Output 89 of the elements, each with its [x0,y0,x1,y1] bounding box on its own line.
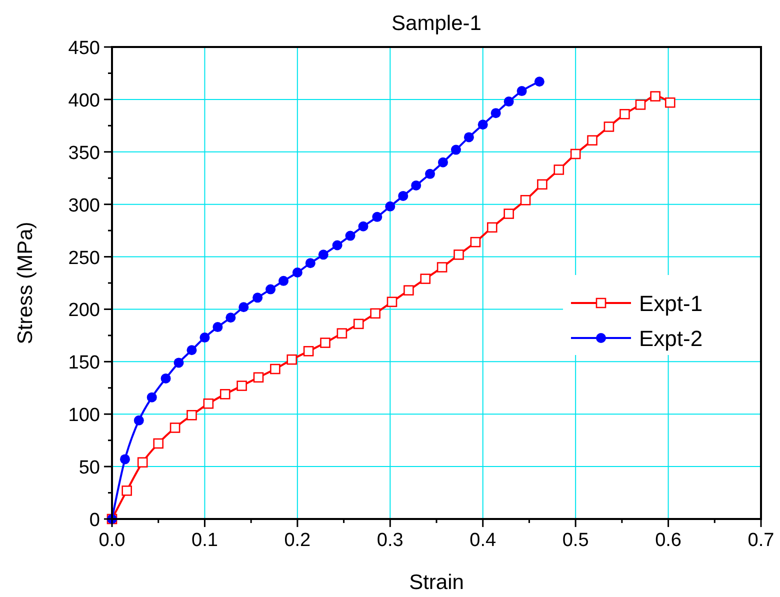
point [490,108,501,118]
point [420,274,431,284]
point [120,454,130,464]
point [203,398,214,409]
point [372,212,382,222]
point [386,296,398,308]
point [253,372,264,383]
point [226,312,236,323]
point [504,96,514,107]
point [303,346,314,356]
y-tick-label: 400 [68,90,100,112]
point [635,100,646,110]
point [278,276,289,286]
point [358,221,368,232]
y-tick-label: 300 [68,195,100,216]
y-tick-label: 450 [68,38,100,59]
point [664,97,676,108]
point [134,415,144,426]
point [220,389,230,400]
x-tick-label: 0.7 [748,530,774,551]
y-tick-label: 0 [89,510,100,531]
x-tick-label: 0.3 [376,530,404,551]
point [425,168,436,179]
point [620,108,630,120]
x-tick-label: 0.0 [98,530,126,551]
point [454,250,464,260]
y-tick-label: 200 [68,300,100,322]
point [436,262,448,272]
point [516,86,527,96]
point [270,364,280,374]
point [137,457,148,468]
x-axis-title: Strain [409,571,464,594]
x-tick-label: 0.6 [655,530,682,551]
point [398,190,408,201]
point [537,179,548,190]
y-tick-label: 150 [68,352,100,374]
legend-label: Expt-1 [639,291,703,316]
point [160,373,171,384]
point [122,486,132,496]
point [385,201,396,212]
point [286,354,298,365]
point [146,392,157,402]
point [404,285,414,296]
point [336,328,348,338]
point [604,122,614,132]
point [186,345,197,356]
point [554,164,564,175]
point [486,222,498,233]
point [411,180,422,190]
point [345,230,356,241]
point [353,318,364,330]
point [332,240,342,250]
point [266,284,276,294]
chart-title: Sample-1 [392,12,482,35]
point [464,132,474,142]
y-tick-label: 100 [68,405,100,426]
y-tick-label: 350 [68,142,100,164]
x-tick-label: 0.4 [470,530,496,551]
point [520,194,531,206]
point [478,120,488,130]
point [318,250,328,260]
point [587,135,598,146]
y-axis-title: Stress (MPa) [14,222,37,344]
point [570,148,581,160]
x-tick-label: 0.2 [284,530,311,551]
point [236,380,247,391]
point [174,358,184,368]
y-tick-label: 50 [78,458,100,479]
point [170,422,180,433]
point [504,208,514,219]
point [212,322,223,332]
point [438,157,448,168]
point [153,438,164,449]
point [305,258,316,268]
point [292,268,302,278]
point [200,332,210,343]
legend-label: Expt-2 [639,326,703,351]
point [238,302,249,312]
point [650,91,660,102]
point [370,308,380,319]
y-tick-label: 250 [68,248,100,269]
x-tick-label: 0.5 [562,530,589,551]
point [186,410,197,420]
point [320,338,330,348]
point [470,236,481,248]
point [534,76,544,87]
x-tick-label: 0.1 [192,530,218,551]
point [450,144,461,155]
point [252,292,263,303]
